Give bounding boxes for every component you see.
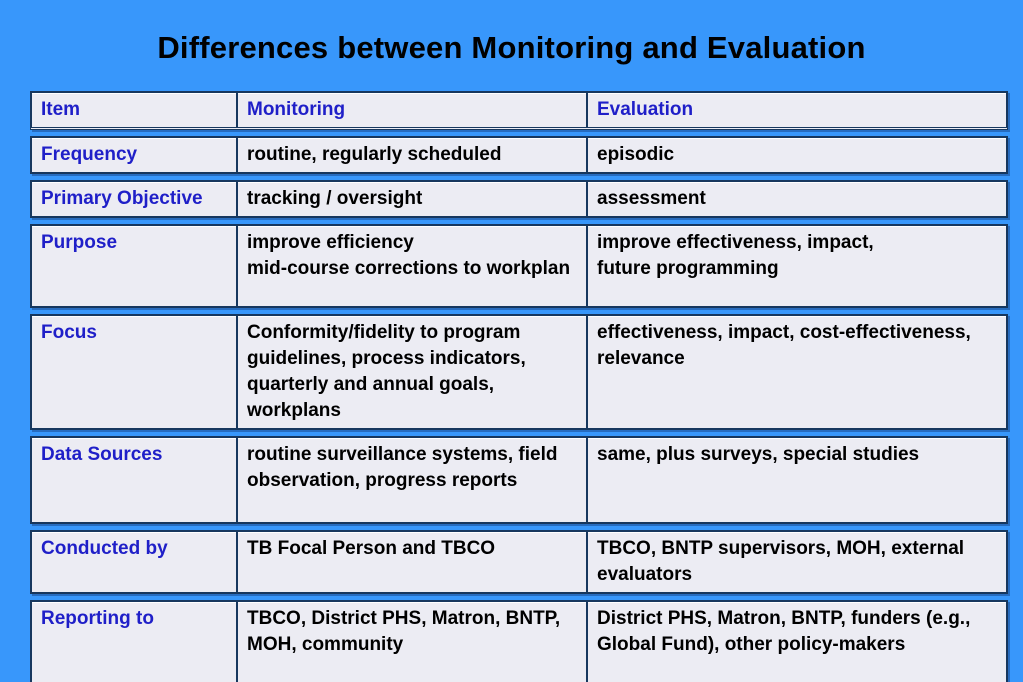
evaluation-cell: improve effectiveness, impact, future pr… — [588, 226, 1006, 306]
row-label-cell: Reporting to — [32, 602, 238, 682]
column-header-monitoring: Monitoring — [238, 93, 588, 127]
table-row: Reporting to TBCO, District PHS, Matron,… — [30, 600, 1008, 682]
table-header-row: Item Monitoring Evaluation — [30, 91, 1008, 130]
column-header-item: Item — [32, 93, 238, 127]
monitoring-cell: improve efficiency mid-course correction… — [238, 226, 588, 306]
comparison-table: Item Monitoring Evaluation Frequency rou… — [30, 91, 1008, 682]
evaluation-cell: same, plus surveys, special studies — [588, 438, 1006, 522]
monitoring-cell: routine surveillance systems, field obse… — [238, 438, 588, 522]
row-label-cell: Conducted by — [32, 532, 238, 592]
table-row: Data Sources routine surveillance system… — [30, 436, 1008, 524]
monitoring-cell: TBCO, District PHS, Matron, BNTP, MOH, c… — [238, 602, 588, 682]
monitoring-cell: Conformity/fidelity to program guideline… — [238, 316, 588, 428]
table-row: Primary Objective tracking / oversight a… — [30, 180, 1008, 218]
evaluation-cell: assessment — [588, 182, 1006, 216]
evaluation-cell: episodic — [588, 138, 1006, 172]
row-label-cell: Purpose — [32, 226, 238, 306]
row-label-cell: Focus — [32, 316, 238, 428]
row-label-cell: Primary Objective — [32, 182, 238, 216]
row-label-cell: Frequency — [32, 138, 238, 172]
slide-title: Differences between Monitoring and Evalu… — [157, 30, 866, 65]
evaluation-cell: TBCO, BNTP supervisors, MOH, external ev… — [588, 532, 1006, 592]
table-row: Purpose improve efficiency mid-course co… — [30, 224, 1008, 308]
evaluation-cell: effectiveness, impact, cost-effectivenes… — [588, 316, 1006, 428]
monitoring-cell: TB Focal Person and TBCO — [238, 532, 588, 592]
table-row: Frequency routine, regularly scheduled e… — [30, 136, 1008, 174]
evaluation-cell: District PHS, Matron, BNTP, funders (e.g… — [588, 602, 1006, 682]
table-row: Focus Conformity/fidelity to program gui… — [30, 314, 1008, 430]
monitoring-cell: routine, regularly scheduled — [238, 138, 588, 172]
monitoring-cell: tracking / oversight — [238, 182, 588, 216]
table-row: Conducted by TB Focal Person and TBCO TB… — [30, 530, 1008, 594]
column-header-evaluation: Evaluation — [588, 93, 1006, 127]
row-label-cell: Data Sources — [32, 438, 238, 522]
